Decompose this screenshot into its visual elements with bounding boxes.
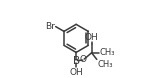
Text: B: B: [72, 56, 80, 66]
Text: Br: Br: [45, 22, 55, 31]
Text: CH₃: CH₃: [97, 60, 113, 69]
Text: OH: OH: [69, 68, 83, 77]
Text: O: O: [80, 55, 87, 64]
Text: CH₃: CH₃: [99, 48, 115, 57]
Text: OH: OH: [85, 33, 99, 42]
